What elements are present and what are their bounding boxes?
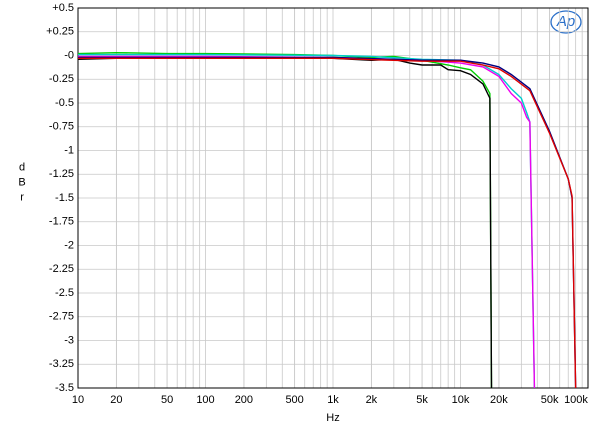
x-tick-label: 50k bbox=[541, 394, 559, 406]
series-line bbox=[78, 56, 493, 388]
x-tick-label: 100k bbox=[564, 394, 588, 406]
x-axis-label: Hz bbox=[326, 412, 339, 424]
y-tick-label: -1 bbox=[64, 144, 74, 156]
logo: Ap bbox=[556, 13, 575, 30]
y-tick-label: -3.25 bbox=[49, 358, 74, 370]
x-tick-label: 500 bbox=[285, 394, 303, 406]
y-tick-label: -0.5 bbox=[55, 97, 74, 109]
y-tick-label: -2.25 bbox=[49, 263, 74, 275]
y-tick-label: +0.5 bbox=[52, 2, 74, 14]
x-tick-label: 20k bbox=[490, 394, 508, 406]
y-tick-label: -1.25 bbox=[49, 168, 74, 180]
series-line bbox=[78, 57, 577, 388]
y-tick-label: -3.5 bbox=[55, 382, 74, 394]
plot-frame bbox=[77, 7, 589, 389]
y-tick-label: -1.5 bbox=[55, 192, 74, 204]
y-tick-label: +0.25 bbox=[46, 26, 74, 38]
y-tick-label: -0 bbox=[64, 49, 74, 61]
x-tick-label: 10k bbox=[452, 394, 470, 406]
x-tick-label: 10 bbox=[72, 394, 84, 406]
series-line bbox=[78, 55, 536, 388]
y-tick-label: -2 bbox=[64, 239, 74, 251]
y-tick-label: -2.75 bbox=[49, 311, 74, 323]
plot-area bbox=[78, 51, 577, 388]
y-tick-label: -2.5 bbox=[55, 287, 74, 299]
x-tick-label: 200 bbox=[235, 394, 253, 406]
y-tick-label: -0.25 bbox=[49, 73, 74, 85]
x-tick-label: 2k bbox=[366, 394, 378, 406]
series-line bbox=[78, 53, 536, 388]
x-tick-label: 1k bbox=[327, 394, 339, 406]
x-tick-label: 20 bbox=[110, 394, 122, 406]
logo-ring bbox=[550, 10, 582, 34]
series-line bbox=[78, 51, 493, 388]
y-axis-label: dBr bbox=[16, 162, 28, 207]
y-tick-label: -1.75 bbox=[49, 216, 74, 228]
y-tick-label: -3 bbox=[64, 334, 74, 346]
x-tick-label: 5k bbox=[416, 394, 428, 406]
x-tick-label: 50 bbox=[161, 394, 173, 406]
y-tick-label: -0.75 bbox=[49, 121, 74, 133]
x-tick-label: 100 bbox=[196, 394, 214, 406]
